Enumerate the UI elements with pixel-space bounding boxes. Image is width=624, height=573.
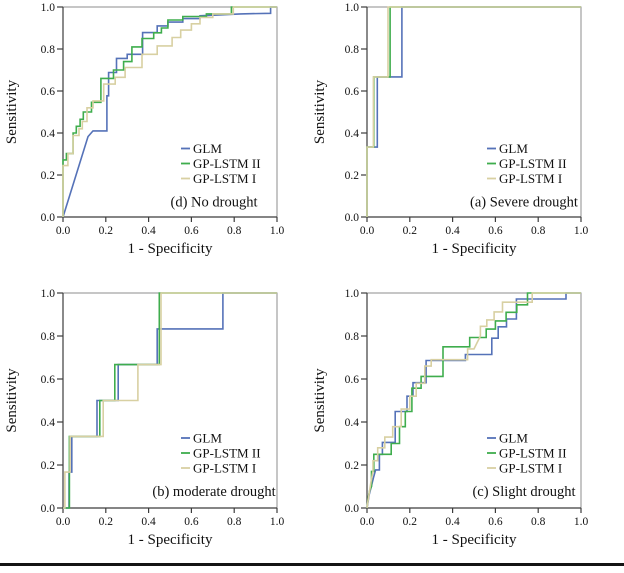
bottom-rule-line [0,563,624,566]
x-axis-label: 1 - Specificity [128,532,213,548]
roc-chart-d-no-drought: 0.0 0.2 0.4 0.6 0.8 1.0 0.0 0.2 0.4 0.6 0.8 1.0 1 - … [4,2,285,257]
y-tick-label: 0.8 [345,44,360,56]
y-tick-label: 0.0 [41,503,56,515]
x-tick-label: 1.0 [574,225,589,237]
roc-curve-gp-lstm-ii [62,6,277,217]
x-tick-label: 1.0 [574,516,589,528]
roc-curve-gp-lstm-i [366,6,581,217]
y-tick-label: 0.8 [41,44,56,56]
x-tick-label: 0.0 [360,225,375,237]
panel-caption: (c) Slight drought [472,484,575,500]
x-tick-label: 1.0 [270,516,285,528]
x-tick-label: 0.4 [141,225,156,237]
y-axis-label: Sensitivity [312,79,328,144]
y-tick-label: 0.4 [41,128,56,140]
roc-chart-a-severe-drought: 0.0 0.2 0.4 0.6 0.8 1.0 0.0 0.2 0.4 0.6 0.8 1.0 1 - … [312,2,589,257]
roc-panel-b-moderate-drought: 0.0 0.2 0.4 0.6 0.8 1.0 0.0 0.2 0.4 0.6 0.8 1.0 1 - … [0,287,312,573]
y-tick-label: 0.2 [345,460,360,472]
x-axis-label: 1 - Specificity [432,532,517,548]
roc-chart-b-moderate-drought: 0.0 0.2 0.4 0.6 0.8 1.0 0.0 0.2 0.4 0.6 0.8 1.0 1 - … [4,288,285,548]
x-tick-label: 0.6 [184,516,199,528]
y-tick-label: 0.4 [345,128,360,140]
roc-panel-d-no-drought: 0.0 0.2 0.4 0.6 0.8 1.0 0.0 0.2 0.4 0.6 0.8 1.0 1 - … [0,0,312,287]
y-tick-label: 0.2 [41,170,56,182]
x-tick-label: 0.2 [99,516,114,528]
roc-curve-gp-lstm-i [366,292,581,509]
roc-curve-glm [63,292,277,509]
panel-caption: (a) Severe drought [470,195,578,211]
y-tick-label: 0.2 [345,170,360,182]
legend-label: GP-LSTM II [193,156,261,171]
panel-caption: (b) moderate drought [152,484,275,500]
y-tick-label: 1.0 [41,2,56,14]
x-tick-label: 1.0 [270,225,285,237]
x-tick-label: 0.8 [531,225,546,237]
roc-curve-gp-lstm-i [62,6,277,217]
y-tick-label: 0.0 [345,212,360,224]
legend-label: GP-LSTM II [499,446,567,461]
legend-label: GP-LSTM I [499,461,562,476]
plot-frame [366,292,582,509]
legend-label: GP-LSTM II [193,446,261,461]
legend-label: GP-LSTM I [193,171,256,186]
roc-chart-c-slight-drought: 0.0 0.2 0.4 0.6 0.8 1.0 0.0 0.2 0.4 0.6 0.8 1.0 1 - … [312,288,589,548]
plot-frame [62,292,278,509]
x-tick-label: 0.2 [403,225,418,237]
y-axis-label: Sensitivity [312,368,328,433]
x-tick-label: 0.4 [141,516,156,528]
x-tick-label: 0.8 [227,225,242,237]
y-tick-label: 0.6 [345,374,360,386]
y-axis-label: Sensitivity [4,368,20,433]
y-tick-label: 0.4 [41,417,56,429]
x-tick-label: 0.2 [403,516,418,528]
y-tick-label: 0.6 [41,374,56,386]
x-axis-label: 1 - Specificity [128,241,213,257]
y-tick-label: 0.6 [345,86,360,98]
x-tick-label: 0.6 [488,225,503,237]
legend-label: GP-LSTM II [499,156,567,171]
y-tick-label: 0.6 [41,86,56,98]
x-axis-label: 1 - Specificity [432,241,517,257]
roc-curve-gp-lstm-ii [63,292,277,509]
y-tick-label: 0.8 [345,331,360,343]
y-tick-label: 0.2 [41,460,56,472]
y-axis-label: Sensitivity [4,79,20,144]
panel-caption: (d) No drought [171,195,258,211]
x-tick-label: 0.8 [531,516,546,528]
y-tick-label: 0.0 [41,212,56,224]
legend-label: GLM [499,431,528,446]
x-tick-label: 0.4 [445,225,460,237]
x-tick-label: 0.4 [445,516,460,528]
x-tick-label: 0.0 [56,225,71,237]
x-tick-label: 0.0 [56,516,71,528]
y-tick-label: 0.0 [345,503,360,515]
y-tick-label: 0.8 [41,331,56,343]
legend-label: GLM [193,431,222,446]
x-tick-label: 0.0 [360,516,375,528]
x-tick-label: 0.2 [99,225,114,237]
y-tick-label: 1.0 [345,288,360,300]
x-tick-label: 0.8 [227,516,242,528]
legend-label: GLM [499,141,528,156]
y-tick-label: 0.4 [345,417,360,429]
legend-label: GP-LSTM I [193,461,256,476]
legend-label: GP-LSTM I [499,171,562,186]
roc-curve-glm [366,292,581,509]
y-tick-label: 1.0 [41,288,56,300]
x-tick-label: 0.6 [184,225,199,237]
roc-curve-gp-lstm-ii [366,292,581,509]
roc-curve-gp-lstm-i [63,292,277,509]
y-tick-label: 1.0 [345,2,360,14]
roc-panel-a-severe-drought: 0.0 0.2 0.4 0.6 0.8 1.0 0.0 0.2 0.4 0.6 0.8 1.0 1 - … [312,0,624,287]
legend-label: GLM [193,141,222,156]
roc-panel-c-slight-drought: 0.0 0.2 0.4 0.6 0.8 1.0 0.0 0.2 0.4 0.6 0.8 1.0 1 - … [312,287,624,573]
x-tick-label: 0.6 [488,516,503,528]
